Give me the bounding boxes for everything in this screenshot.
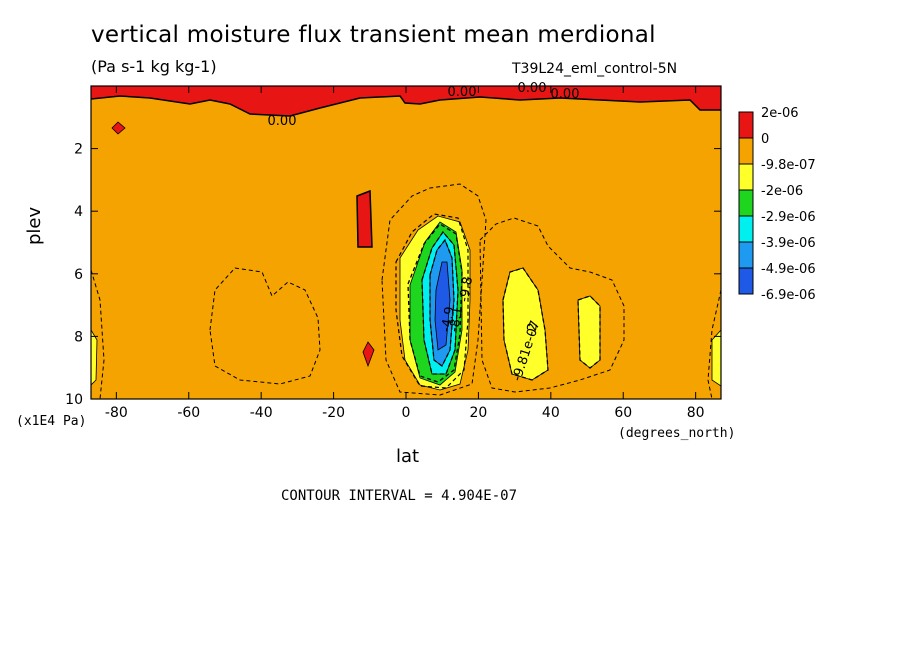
- contour-label: 0.00: [448, 85, 477, 100]
- chart-units-subtitle: (Pa s-1 kg kg-1): [91, 57, 217, 76]
- contour-dashed-equatorial-in2: [421, 230, 459, 375]
- x-axis-unit: (degrees_north): [618, 426, 736, 441]
- contour-dashed-30N-inner: [502, 267, 549, 381]
- contour-dashed-50N-inner: [577, 295, 601, 369]
- legend-level-label: 0: [761, 132, 769, 147]
- legend-swatch: [738, 163, 754, 191]
- region-positive-spot-60S: [111, 121, 126, 135]
- legend-swatch: [738, 189, 754, 217]
- contour-interval-note: CONTOUR INTERVAL = 4.904E-07: [281, 488, 518, 504]
- legend-level-label: -2.9e-06: [761, 210, 816, 225]
- x-tick-label: 0: [402, 405, 411, 421]
- legend-swatch: [738, 137, 754, 165]
- y-axis-unit: (x1E4 Pa): [16, 414, 87, 429]
- x-tick-label: 40: [542, 405, 560, 421]
- contour-zero-15S: [356, 189, 373, 248]
- contour-dashed-northern-outer: [479, 217, 625, 393]
- legend-level-label: -4.9e-06: [761, 262, 816, 277]
- y-tick-label: 8: [74, 329, 83, 345]
- legend-level-label: -3.9e-06: [761, 236, 816, 251]
- region-negative-edge-north: [711, 329, 721, 387]
- contour-dashed-equatorial-in3: [429, 238, 455, 367]
- legend-level-label: -9.8e-07: [761, 158, 816, 173]
- x-axis-label: lat: [396, 446, 420, 467]
- contour-label: 0.00: [551, 87, 580, 102]
- region-negative-50N: [577, 295, 601, 369]
- legend-level-label: -2e-06: [761, 184, 803, 199]
- x-tick-label: -60: [177, 405, 200, 421]
- contour-label: -9.8: [457, 276, 476, 304]
- contour-zero-top: [91, 95, 721, 117]
- contour-label: 0.00: [268, 114, 297, 129]
- contour-label: -4.9: [439, 306, 458, 334]
- chart-title: vertical moisture flux transient mean me…: [91, 22, 656, 48]
- contour-dashed-west-edge: [91, 269, 105, 399]
- run-label: T39L24_eml_control-5N: [512, 61, 678, 77]
- legend-swatch: [738, 267, 754, 295]
- region-equatorial-core-min: [434, 261, 451, 351]
- region-mid-positive-low: [362, 341, 375, 368]
- legend-swatch: [738, 241, 754, 269]
- legend-level-label: 2e-06: [761, 106, 799, 121]
- y-tick-label: 4: [74, 204, 83, 220]
- x-tick-label: 80: [687, 405, 705, 421]
- x-tick-label: 60: [614, 405, 632, 421]
- contour-dashed-equatorial-outer: [381, 183, 487, 396]
- y-tick-label: 6: [74, 267, 83, 283]
- contour-dashed-equatorial-mid: [395, 213, 469, 389]
- x-tick-label: -40: [250, 405, 273, 421]
- contour-dashed-east-edge: [707, 289, 721, 399]
- legend-level-label: -6.9e-06: [761, 288, 816, 303]
- region-negative-edge-south: [91, 329, 98, 386]
- contour-label: -8.1: [447, 306, 466, 334]
- legend-swatch: [738, 111, 754, 139]
- legend-swatch: [738, 215, 754, 243]
- x-tick-label: -80: [105, 405, 128, 421]
- y-tick-label: 10: [65, 392, 83, 408]
- x-tick-label: -20: [322, 405, 345, 421]
- contour-dashed-equatorial-in1: [407, 223, 463, 383]
- contour-label: -2: [524, 322, 541, 337]
- contour-dashed-south-cell: [209, 267, 321, 385]
- y-tick-label: 2: [74, 142, 83, 158]
- contour-label: 0.00: [518, 81, 547, 96]
- x-tick-label: 20: [469, 405, 487, 421]
